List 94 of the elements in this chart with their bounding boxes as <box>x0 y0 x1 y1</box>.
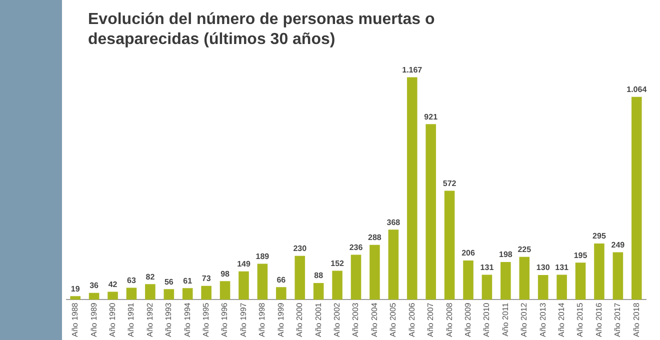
data-label: 19 <box>70 284 80 294</box>
data-label: 921 <box>424 112 438 122</box>
bar <box>406 77 418 300</box>
bar <box>575 262 586 300</box>
x-tick-label: Año 1991 <box>126 302 136 338</box>
bar <box>294 256 306 300</box>
bar <box>426 124 436 300</box>
x-tick-label: Año 2001 <box>314 302 323 338</box>
data-label: 131 <box>555 262 570 272</box>
bar <box>201 286 212 300</box>
data-label: 236 <box>349 242 364 252</box>
data-label: 149 <box>237 260 251 269</box>
data-label: 225 <box>518 245 532 254</box>
bar <box>238 271 249 300</box>
data-label: 130 <box>536 263 550 272</box>
data-label: 131 <box>480 262 494 272</box>
data-label: 195 <box>574 250 588 260</box>
data-label: 73 <box>202 274 212 284</box>
data-label: 56 <box>164 277 174 286</box>
x-tick-label: Año 2008 <box>444 302 454 338</box>
bar <box>257 264 268 300</box>
bar <box>220 281 230 300</box>
x-tick-label: Año 1998 <box>258 302 267 338</box>
data-label: 88 <box>314 271 324 280</box>
bar <box>276 287 286 300</box>
data-label: 82 <box>146 272 156 282</box>
data-label: 249 <box>611 240 626 250</box>
data-label: 189 <box>256 252 270 261</box>
bar <box>463 260 474 300</box>
bar <box>126 288 137 300</box>
x-tick-label: Año 1990 <box>108 302 117 338</box>
x-tick-label: Año 2004 <box>370 302 379 338</box>
data-label: 63 <box>127 276 136 285</box>
bar <box>350 254 362 300</box>
bar <box>556 274 567 300</box>
bar <box>332 270 342 300</box>
x-tick-label: Año 2014 <box>557 302 566 338</box>
bar <box>500 262 511 300</box>
x-tick-label: Año 2006 <box>407 302 416 338</box>
bar <box>482 274 492 300</box>
x-tick-label: Año 2007 <box>426 302 436 338</box>
bar <box>612 252 624 300</box>
x-tick-label: Año 2005 <box>388 302 398 338</box>
data-label: 295 <box>592 232 606 241</box>
x-tick-label: Año 2002 <box>332 302 342 338</box>
x-tick-label: Año 1992 <box>145 302 154 338</box>
data-label: 61 <box>183 276 193 286</box>
bar <box>70 296 80 300</box>
x-tick-label: Año 2017 <box>613 302 622 338</box>
bar <box>594 244 604 300</box>
x-tick-label: Año 2015 <box>576 302 585 338</box>
data-label: 206 <box>462 248 476 258</box>
x-tick-label: Año 2000 <box>295 302 304 338</box>
bar <box>182 288 193 300</box>
data-label: 198 <box>499 250 513 260</box>
bar <box>370 244 380 300</box>
x-tick-label: Año 1997 <box>238 302 248 338</box>
bar <box>313 282 324 300</box>
chart-title: Evolución del número de personas muertas o desaparecidas (últimos 30 años) <box>88 10 436 50</box>
data-label: 1.064 <box>626 85 648 94</box>
x-tick-label: Año 1993 <box>164 302 174 338</box>
bar <box>88 292 100 300</box>
data-label: 368 <box>386 218 401 227</box>
data-label: 42 <box>108 280 118 289</box>
data-label: 230 <box>293 244 308 254</box>
x-tick-label: Año 1996 <box>220 302 230 338</box>
x-tick-label: Año 2012 <box>520 302 529 338</box>
data-label: 572 <box>442 178 457 188</box>
bar <box>145 284 156 300</box>
x-tick-label: Año 2013 <box>538 302 548 338</box>
x-tick-label: Año 1988 <box>70 302 80 338</box>
bar <box>388 230 399 300</box>
bar <box>519 256 530 300</box>
x-tick-label: Año 2009 <box>463 302 472 338</box>
x-tick-label: Año 2016 <box>594 302 604 338</box>
bar <box>164 289 174 300</box>
data-label: 288 <box>368 233 382 242</box>
x-tick-label: Año 1995 <box>202 302 211 338</box>
x-tick-label: Año 2010 <box>482 302 492 338</box>
bar <box>538 274 548 300</box>
bar <box>632 96 642 300</box>
x-tick-label: Año 1999 <box>276 302 286 338</box>
data-label: 66 <box>276 275 286 284</box>
data-label: 98 <box>220 269 230 278</box>
x-tick-label: Año 1989 <box>89 302 98 338</box>
bar <box>108 292 118 300</box>
data-label: 36 <box>90 281 100 290</box>
data-label: 152 <box>330 258 345 268</box>
x-tick-label: Año 2003 <box>351 302 360 338</box>
x-tick-label: Año 2018 <box>632 302 641 338</box>
x-tick-label: Año 1994 <box>182 302 192 338</box>
data-label: 1.167 <box>402 65 423 74</box>
bar <box>444 190 455 300</box>
x-tick-label: Año 2011 <box>500 302 510 336</box>
